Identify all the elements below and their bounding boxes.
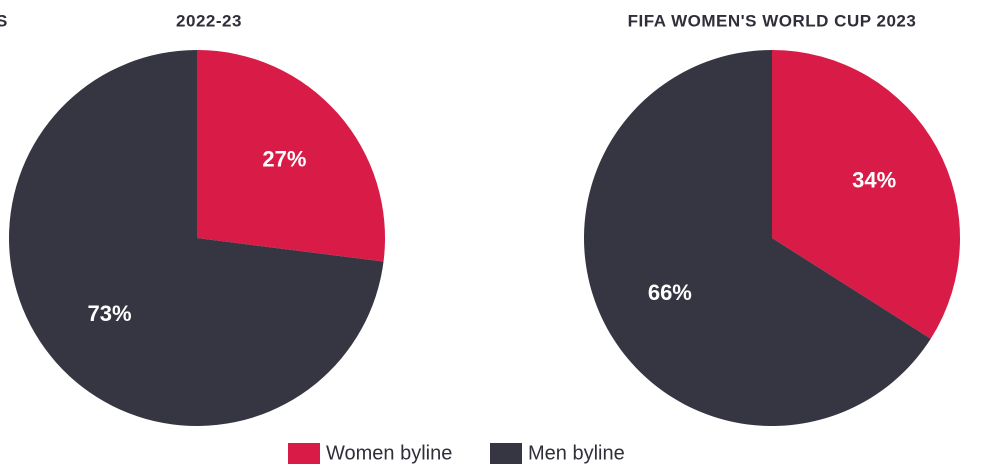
chart-title: FIFA WOMEN'S WORLD CUP 2023 xyxy=(628,11,917,30)
clipped-title: S xyxy=(0,11,8,30)
pie-slice xyxy=(772,50,960,339)
legend-swatch xyxy=(288,443,320,464)
value-label: 66% xyxy=(648,280,692,305)
pie-slice xyxy=(8,50,384,426)
value-label: 34% xyxy=(852,168,896,193)
pie-slice xyxy=(583,50,931,426)
legend-label: Men byline xyxy=(528,442,625,464)
pie-slice xyxy=(197,50,386,262)
legend-swatch xyxy=(490,443,522,464)
value-label: 27% xyxy=(262,147,306,172)
legend-label: Women byline xyxy=(326,442,452,464)
value-label: 73% xyxy=(88,301,132,326)
chart-title: 2022-23 xyxy=(176,11,242,30)
